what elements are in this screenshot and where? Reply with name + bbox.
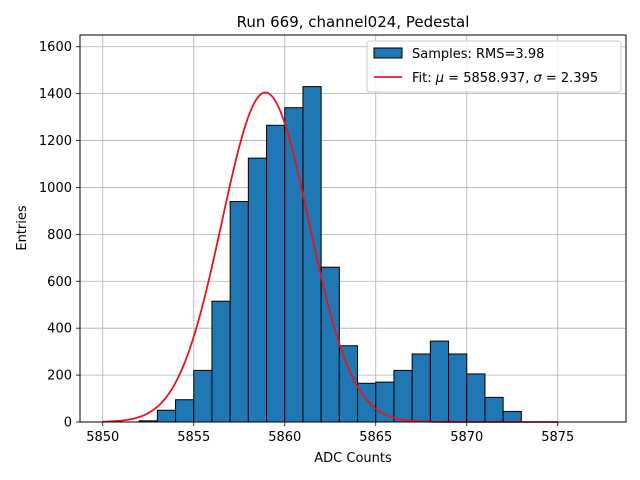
y-tick-label: 0 — [64, 416, 72, 431]
y-axis-ticks: 0 200 400 600 800 1000 1200 1400 1600 — [39, 40, 80, 431]
x-tick-label: 5870 — [450, 430, 483, 445]
y-tick-label: 400 — [47, 322, 72, 337]
histogram-bar — [302, 86, 322, 423]
legend-fit-label: Fit: μ = 5858.937, σ = 2.395 — [412, 71, 598, 86]
legend-box — [366, 40, 622, 93]
x-tick-label: 5865 — [359, 430, 392, 445]
histogram-bar — [484, 396, 504, 423]
legend: Samples: RMS=3.98 Fit: μ = 5858.937, σ =… — [366, 40, 622, 93]
plot-frame — [79, 34, 627, 423]
legend-histogram-swatch — [373, 47, 403, 59]
histogram-bar — [357, 382, 377, 423]
grid — [80, 35, 626, 423]
histogram-bar — [429, 340, 450, 423]
y-tick-label: 600 — [47, 275, 72, 290]
histogram-bar — [266, 124, 286, 423]
histogram-bar — [466, 373, 486, 423]
legend-histogram-label: Samples: RMS=3.98 — [412, 47, 544, 62]
y-tick-label: 1400 — [39, 87, 72, 102]
histogram-bar — [393, 369, 413, 423]
histogram-bar — [229, 201, 249, 423]
y-tick-label: 1600 — [39, 40, 72, 55]
histogram-bar — [502, 410, 522, 423]
y-tick-label: 800 — [47, 228, 72, 243]
chart-title: Run 669, channel024, Pedestal — [237, 13, 470, 31]
histogram-bar — [411, 353, 431, 423]
x-tick-label: 5850 — [86, 430, 119, 445]
x-axis-ticks: 5850 5855 5860 5865 5870 5875 — [86, 422, 574, 445]
histogram-bar — [338, 345, 359, 423]
histogram-bar — [448, 353, 468, 423]
histogram-bar — [247, 157, 268, 423]
histogram-bars — [138, 86, 522, 423]
histogram-bar — [211, 300, 231, 423]
y-tick-label: 200 — [47, 369, 72, 384]
histogram-bar — [156, 409, 177, 423]
y-tick-label: 1000 — [39, 181, 72, 196]
x-tick-label: 5875 — [541, 430, 574, 445]
x-tick-label: 5855 — [177, 430, 210, 445]
y-axis-label: Entries — [15, 205, 30, 251]
x-axis-label: ADC Counts — [314, 451, 392, 466]
histogram-bar — [175, 399, 195, 423]
histogram-bar — [193, 369, 213, 423]
x-tick-label: 5860 — [268, 430, 301, 445]
y-tick-label: 1200 — [39, 134, 72, 149]
